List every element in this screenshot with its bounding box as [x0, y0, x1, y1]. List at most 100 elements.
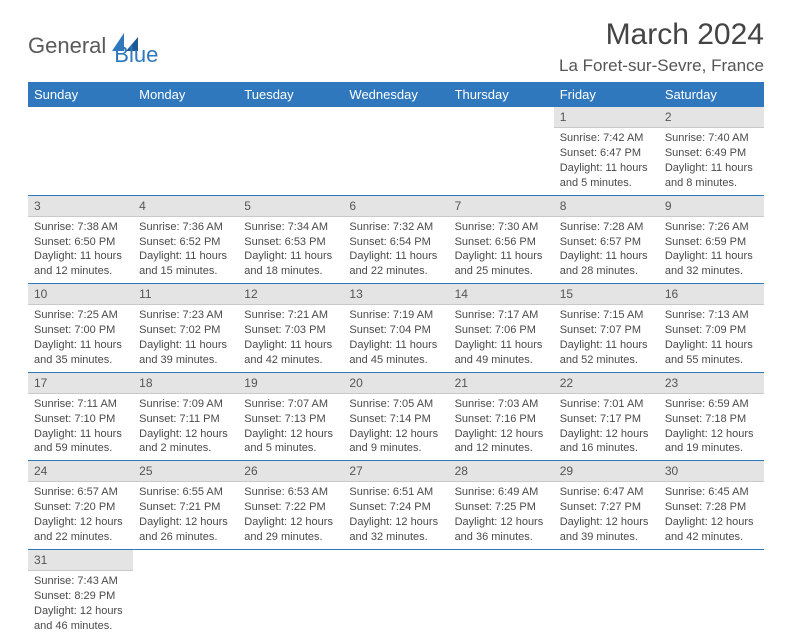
daylight-text: and 32 minutes. [665, 264, 758, 279]
sunrise-text: Sunrise: 7:26 AM [665, 220, 758, 235]
sunrise-text: Sunrise: 7:13 AM [665, 308, 758, 323]
location-subtitle: La Foret-sur-Sevre, France [559, 56, 764, 76]
sunset-text: Sunset: 7:10 PM [34, 412, 127, 427]
calendar-day-cell: 27Sunrise: 6:51 AMSunset: 7:24 PMDayligh… [343, 461, 448, 550]
day-details: Sunrise: 7:15 AMSunset: 7:07 PMDaylight:… [554, 305, 659, 371]
daylight-text: and 29 minutes. [244, 530, 337, 545]
calendar-week-row: 1Sunrise: 7:42 AMSunset: 6:47 PMDaylight… [28, 107, 764, 195]
daylight-text: and 12 minutes. [34, 264, 127, 279]
sunrise-text: Sunrise: 6:55 AM [139, 485, 232, 500]
day-details: Sunrise: 7:21 AMSunset: 7:03 PMDaylight:… [238, 305, 343, 371]
day-details: Sunrise: 7:13 AMSunset: 7:09 PMDaylight:… [659, 305, 764, 371]
day-number: 19 [238, 373, 343, 394]
weekday-header: Saturday [659, 82, 764, 107]
sunset-text: Sunset: 7:09 PM [665, 323, 758, 338]
sunrise-text: Sunrise: 6:49 AM [455, 485, 548, 500]
day-number: 21 [449, 373, 554, 394]
brand-part2: Blue [114, 24, 158, 68]
calendar-day-cell [449, 549, 554, 637]
calendar-day-cell [28, 107, 133, 195]
daylight-text: Daylight: 11 hours [665, 249, 758, 264]
weekday-header: Monday [133, 82, 238, 107]
sunrise-text: Sunrise: 7:28 AM [560, 220, 653, 235]
daylight-text: and 5 minutes. [244, 441, 337, 456]
sunset-text: Sunset: 6:52 PM [139, 235, 232, 250]
daylight-text: and 22 minutes. [349, 264, 442, 279]
day-details: Sunrise: 7:19 AMSunset: 7:04 PMDaylight:… [343, 305, 448, 371]
calendar-day-cell [659, 549, 764, 637]
sunrise-text: Sunrise: 7:40 AM [665, 131, 758, 146]
sunrise-text: Sunrise: 7:09 AM [139, 397, 232, 412]
calendar-day-cell: 5Sunrise: 7:34 AMSunset: 6:53 PMDaylight… [238, 195, 343, 284]
day-number: 7 [449, 196, 554, 217]
daylight-text: Daylight: 11 hours [665, 338, 758, 353]
day-number: 15 [554, 284, 659, 305]
calendar-day-cell: 24Sunrise: 6:57 AMSunset: 7:20 PMDayligh… [28, 461, 133, 550]
calendar-day-cell [449, 107, 554, 195]
calendar-day-cell [554, 549, 659, 637]
daylight-text: and 2 minutes. [139, 441, 232, 456]
calendar-day-cell [343, 549, 448, 637]
day-details: Sunrise: 7:23 AMSunset: 7:02 PMDaylight:… [133, 305, 238, 371]
daylight-text: Daylight: 11 hours [560, 249, 653, 264]
day-number: 25 [133, 461, 238, 482]
day-number: 23 [659, 373, 764, 394]
sunrise-text: Sunrise: 6:53 AM [244, 485, 337, 500]
day-number: 3 [28, 196, 133, 217]
day-number: 13 [343, 284, 448, 305]
day-details: Sunrise: 7:42 AMSunset: 6:47 PMDaylight:… [554, 128, 659, 194]
sunset-text: Sunset: 7:16 PM [455, 412, 548, 427]
calendar-day-cell: 16Sunrise: 7:13 AMSunset: 7:09 PMDayligh… [659, 284, 764, 373]
daylight-text: Daylight: 11 hours [244, 249, 337, 264]
daylight-text: and 26 minutes. [139, 530, 232, 545]
daylight-text: and 15 minutes. [139, 264, 232, 279]
sunrise-text: Sunrise: 7:05 AM [349, 397, 442, 412]
daylight-text: and 32 minutes. [349, 530, 442, 545]
weekday-header: Sunday [28, 82, 133, 107]
daylight-text: Daylight: 11 hours [349, 249, 442, 264]
weekday-header: Friday [554, 82, 659, 107]
sunset-text: Sunset: 6:57 PM [560, 235, 653, 250]
day-details: Sunrise: 7:07 AMSunset: 7:13 PMDaylight:… [238, 394, 343, 460]
sunrise-text: Sunrise: 7:07 AM [244, 397, 337, 412]
sunset-text: Sunset: 6:50 PM [34, 235, 127, 250]
calendar-week-row: 24Sunrise: 6:57 AMSunset: 7:20 PMDayligh… [28, 461, 764, 550]
daylight-text: Daylight: 12 hours [560, 427, 653, 442]
day-details: Sunrise: 7:03 AMSunset: 7:16 PMDaylight:… [449, 394, 554, 460]
sunrise-text: Sunrise: 7:34 AM [244, 220, 337, 235]
calendar-day-cell: 15Sunrise: 7:15 AMSunset: 7:07 PMDayligh… [554, 284, 659, 373]
day-details: Sunrise: 6:59 AMSunset: 7:18 PMDaylight:… [659, 394, 764, 460]
daylight-text: Daylight: 11 hours [560, 161, 653, 176]
sunset-text: Sunset: 7:22 PM [244, 500, 337, 515]
daylight-text: Daylight: 12 hours [244, 515, 337, 530]
sunrise-text: Sunrise: 6:51 AM [349, 485, 442, 500]
daylight-text: Daylight: 12 hours [34, 515, 127, 530]
daylight-text: Daylight: 12 hours [455, 515, 548, 530]
day-details: Sunrise: 7:26 AMSunset: 6:59 PMDaylight:… [659, 217, 764, 283]
calendar-day-cell: 26Sunrise: 6:53 AMSunset: 7:22 PMDayligh… [238, 461, 343, 550]
sunrise-text: Sunrise: 7:19 AM [349, 308, 442, 323]
calendar-day-cell: 19Sunrise: 7:07 AMSunset: 7:13 PMDayligh… [238, 372, 343, 461]
sunrise-text: Sunrise: 7:03 AM [455, 397, 548, 412]
sunset-text: Sunset: 7:20 PM [34, 500, 127, 515]
calendar-day-cell [133, 107, 238, 195]
day-number: 17 [28, 373, 133, 394]
calendar-day-cell: 14Sunrise: 7:17 AMSunset: 7:06 PMDayligh… [449, 284, 554, 373]
daylight-text: Daylight: 11 hours [665, 161, 758, 176]
sunset-text: Sunset: 7:04 PM [349, 323, 442, 338]
sunset-text: Sunset: 7:27 PM [560, 500, 653, 515]
daylight-text: and 52 minutes. [560, 353, 653, 368]
day-details: Sunrise: 7:36 AMSunset: 6:52 PMDaylight:… [133, 217, 238, 283]
sunset-text: Sunset: 6:59 PM [665, 235, 758, 250]
daylight-text: Daylight: 12 hours [34, 604, 127, 619]
daylight-text: Daylight: 12 hours [139, 427, 232, 442]
calendar-day-cell: 31Sunrise: 7:43 AMSunset: 8:29 PMDayligh… [28, 549, 133, 637]
sunrise-text: Sunrise: 7:17 AM [455, 308, 548, 323]
sunset-text: Sunset: 6:53 PM [244, 235, 337, 250]
daylight-text: and 35 minutes. [34, 353, 127, 368]
daylight-text: and 46 minutes. [34, 619, 127, 634]
day-number: 24 [28, 461, 133, 482]
sunset-text: Sunset: 7:03 PM [244, 323, 337, 338]
day-details: Sunrise: 6:53 AMSunset: 7:22 PMDaylight:… [238, 482, 343, 548]
daylight-text: and 39 minutes. [139, 353, 232, 368]
